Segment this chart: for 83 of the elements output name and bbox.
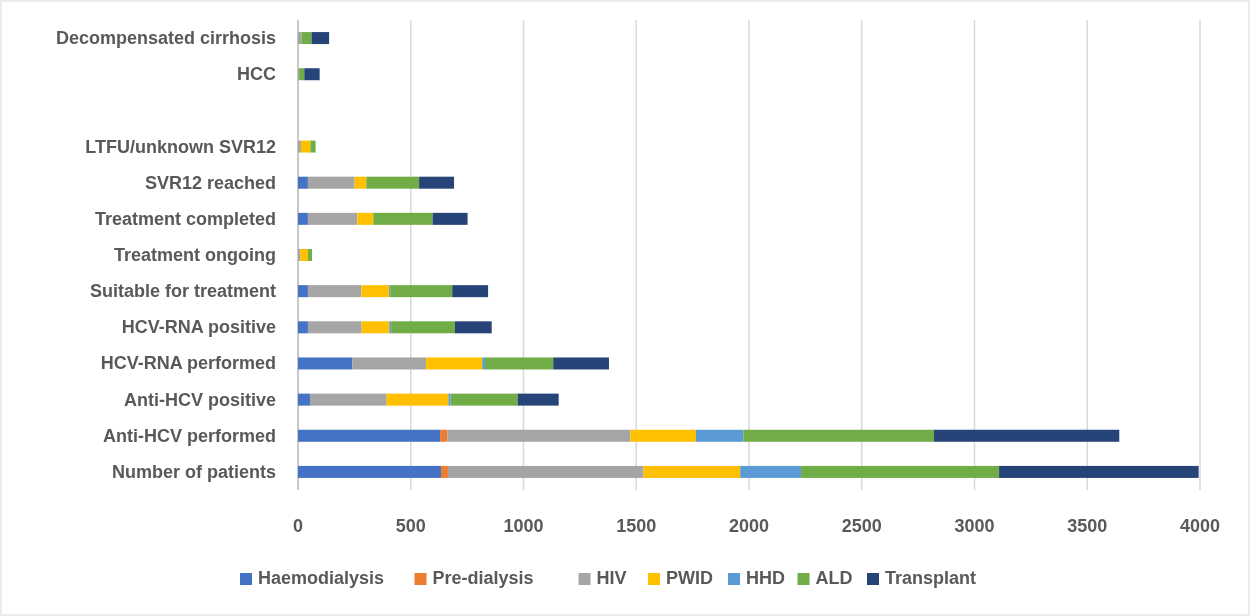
bar [298,465,441,478]
bar [311,32,330,45]
y-tick-label: Decompensated cirrhosis [55,28,276,49]
bar [419,176,455,189]
legend-label: ALD [815,568,853,588]
bar [298,212,308,225]
bar [357,212,374,225]
legend-label: Pre-dialysis [432,568,534,588]
bar [643,465,741,478]
legend-label: Haemodialysis [258,568,385,588]
x-tick-label: 1000 [503,516,544,536]
bar [373,212,433,225]
bar [361,321,390,334]
y-tick-label: SVR12 reached [144,172,276,193]
legend-label: PWID [666,568,713,588]
bar [447,465,644,478]
x-tick-label: 500 [395,516,426,536]
bar [301,32,312,45]
bar [553,357,609,370]
x-tick-label: 2500 [841,516,882,536]
bar [933,429,1120,442]
bar [390,285,453,298]
x-tick-label: 2000 [728,516,770,536]
x-tick-label: 4000 [1179,516,1221,536]
bar [309,393,387,406]
bar [307,176,355,189]
bar [304,68,320,81]
bar [300,140,311,153]
bar [299,68,305,81]
bar [801,465,1000,478]
bar [298,429,441,442]
bar [298,140,301,153]
bar [298,393,310,406]
bar [740,465,802,478]
bar [484,357,554,370]
y-tick-label: Treatment completed [94,208,276,229]
bar [307,212,358,225]
bar [366,176,420,189]
bar [447,429,631,442]
bar [432,212,468,225]
bar [354,176,367,189]
bar [298,285,308,298]
bar [386,393,449,406]
y-tick-label: HCV-RNA positive [121,317,276,338]
y-tick-label: HCC [237,64,276,85]
bar [454,321,492,334]
bar [298,176,308,189]
bar [482,357,485,370]
bar [307,321,362,334]
legend-label: HHD [746,568,785,588]
bar [440,465,448,478]
bar [298,321,308,334]
bar [391,321,455,334]
bar [630,429,697,442]
bar [452,285,489,298]
y-tick-label: Suitable for treatment [89,281,276,302]
x-tick-label: 0 [292,516,304,536]
y-tick-label: HCV-RNA performed [100,353,276,374]
bar [450,393,518,406]
bar [300,249,308,261]
y-tick-label: LTFU/unknown SVR12 [85,136,276,157]
legend-label: HIV [596,568,627,588]
y-tick-label: Treatment ongoing [114,245,276,265]
bar [307,285,362,298]
bar [310,140,316,153]
bar [448,393,451,406]
bar [298,357,353,370]
bar [307,249,312,261]
bar [440,429,448,442]
y-tick-label: Number of patients [111,461,276,482]
legend-label: Transplant [885,568,977,588]
y-tick-label: Anti-HCV performed [102,425,276,446]
bar [426,357,483,370]
x-tick-label: 3500 [1067,516,1108,536]
bar [696,429,744,442]
bar [352,357,427,370]
bar [743,429,934,442]
bar [361,285,390,298]
x-tick-label: 3000 [954,516,995,536]
y-tick-label: Anti-HCV positive [123,389,276,410]
bar [517,393,559,406]
x-tick-label: 1500 [616,516,657,536]
bar [999,465,1199,478]
